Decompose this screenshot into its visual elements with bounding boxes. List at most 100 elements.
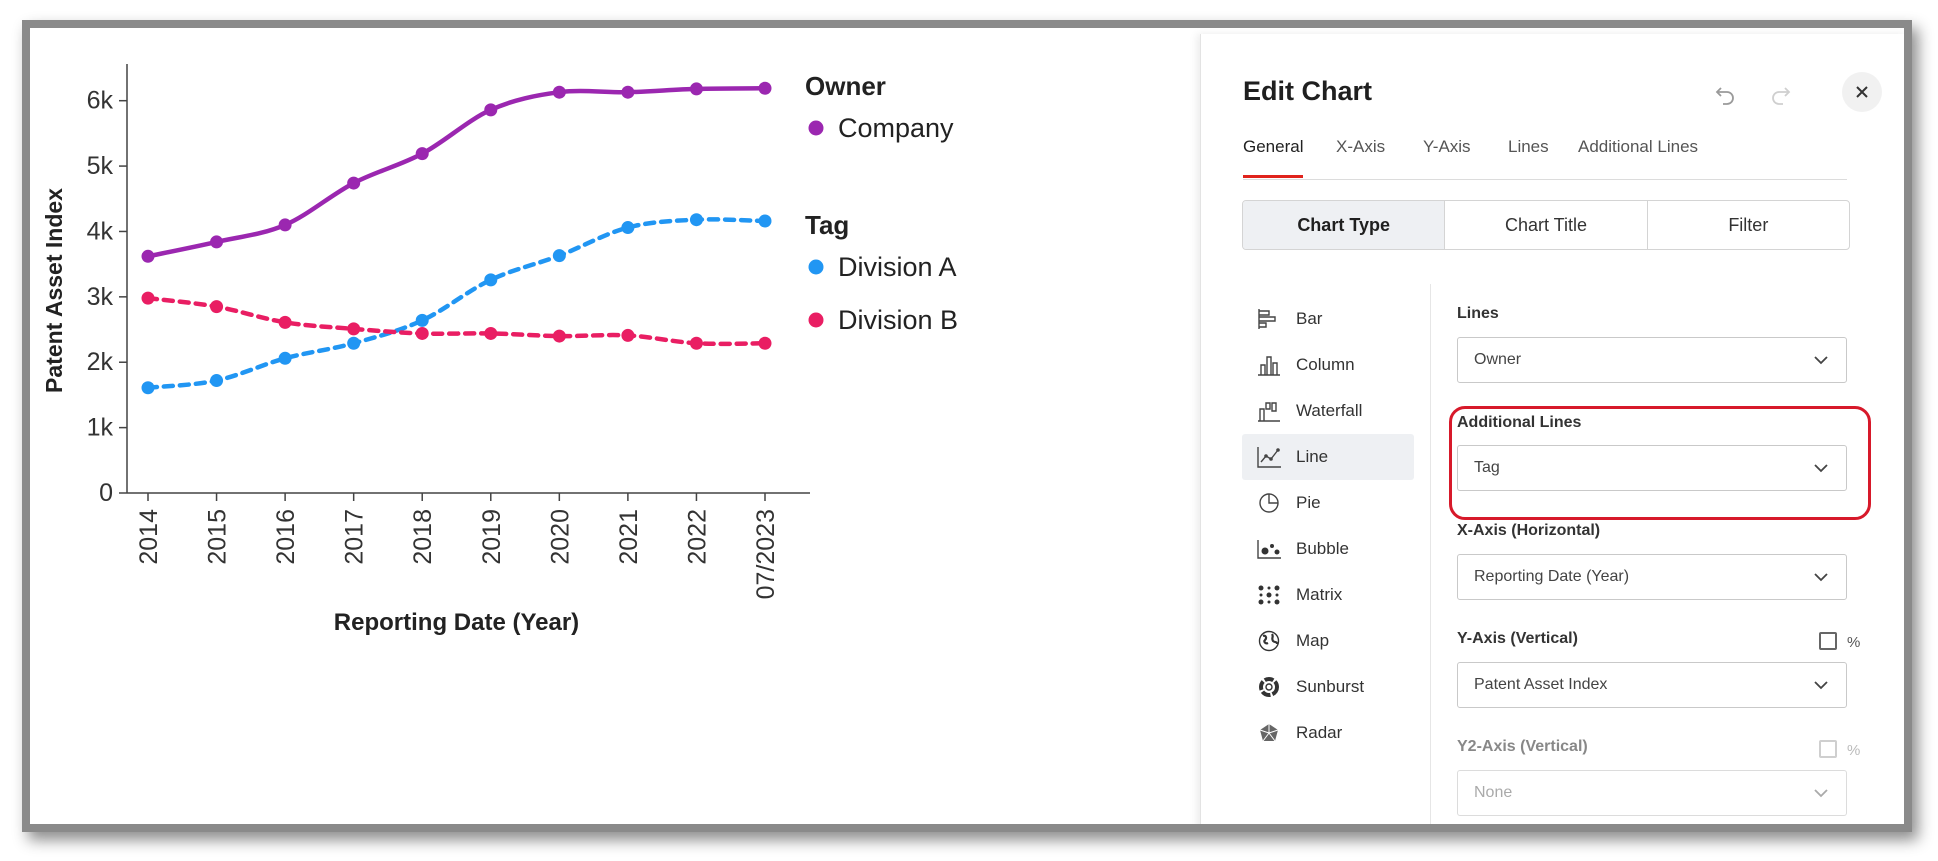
chart-type-waterfall[interactable]: Waterfall xyxy=(1242,388,1414,434)
redo-icon[interactable] xyxy=(1762,76,1800,114)
chart-type-label: Radar xyxy=(1296,723,1343,742)
bar-chart-icon xyxy=(1254,306,1284,332)
tab-lines[interactable]: Lines xyxy=(1508,137,1549,156)
x-tick-label: 2016 xyxy=(272,509,300,565)
series-company xyxy=(141,81,772,263)
globe-icon xyxy=(1254,628,1284,654)
data-point xyxy=(552,329,566,343)
y2-axis-label: Y2-Axis (Vertical) xyxy=(1457,738,1588,755)
additional-lines-select-value: Tag xyxy=(1474,459,1500,476)
chart-type-radar[interactable]: Radar xyxy=(1242,710,1414,756)
x-tick-label: 2021 xyxy=(615,509,643,565)
chart-type-label: Bubble xyxy=(1296,539,1349,558)
y2-axis-select[interactable]: None xyxy=(1457,770,1847,816)
additional-lines-select[interactable]: Tag xyxy=(1457,445,1847,491)
data-point xyxy=(141,381,155,395)
tab-general[interactable]: General xyxy=(1243,137,1304,156)
chart-type-pie[interactable]: Pie xyxy=(1242,480,1414,526)
chart-type-segment[interactable]: Chart Type xyxy=(1243,201,1446,249)
series-division-b xyxy=(141,291,772,350)
chart-type-label: Bar xyxy=(1296,309,1323,328)
x-axis-select-value: Reporting Date (Year) xyxy=(1474,568,1630,585)
bubble-chart-icon xyxy=(1254,536,1284,562)
y-axis-title: Patent Asset Index xyxy=(41,188,67,393)
data-point xyxy=(278,315,292,329)
line-chart: 0 1k 2k 3k 4k 5k 6k 2014 2015 2016 2017 2018 2019 202… xyxy=(41,64,958,636)
matrix-chart-icon xyxy=(1254,582,1284,608)
data-point xyxy=(484,273,498,287)
chart-type-sunburst[interactable]: Sunburst xyxy=(1242,664,1414,710)
y-tick-label: 2k xyxy=(87,348,114,376)
y-axis-percent-label: % xyxy=(1847,634,1861,651)
series-line xyxy=(145,295,768,347)
data-point xyxy=(621,85,635,99)
chart-type-label: Map xyxy=(1296,631,1330,650)
y2-axis-select-value: None xyxy=(1474,784,1513,801)
data-point xyxy=(484,326,498,340)
data-point xyxy=(689,82,703,96)
chart-type-column[interactable]: Column xyxy=(1242,342,1414,388)
x-tick-label: 07/2023 xyxy=(752,509,780,599)
chevron-down-icon xyxy=(1814,573,1828,582)
tab-additional-lines[interactable]: Additional Lines xyxy=(1578,137,1699,156)
additional-lines-label: Additional Lines xyxy=(1457,414,1582,431)
line-chart-icon xyxy=(1254,444,1284,470)
edit-chart-panel: Edit Chart General X-Axis Y-Axis Lines A… xyxy=(1200,34,1904,824)
settings-segmented-control: Chart Type Chart Title Filter xyxy=(1242,200,1850,250)
legend-marker xyxy=(808,120,824,136)
y-tick-label: 5k xyxy=(87,152,114,180)
x-tick-label: 2015 xyxy=(204,509,232,565)
lines-select[interactable]: Owner xyxy=(1457,337,1847,383)
x-axis-label: X-Axis (Horizontal) xyxy=(1457,522,1601,539)
series-line xyxy=(145,217,768,390)
y2-axis-percent-checkbox[interactable] xyxy=(1819,740,1837,758)
data-point xyxy=(689,336,703,350)
x-tick-label: 2014 xyxy=(135,509,163,565)
chevron-down-icon xyxy=(1814,681,1828,690)
chart-type-map[interactable]: Map xyxy=(1242,618,1414,664)
y-tick-label: 6k xyxy=(87,87,114,115)
data-point xyxy=(552,249,566,263)
x-axis-select[interactable]: Reporting Date (Year) xyxy=(1457,554,1847,600)
chevron-down-icon xyxy=(1814,464,1828,473)
tab-y-axis[interactable]: Y-Axis xyxy=(1423,137,1471,156)
y-axis-select[interactable]: Patent Asset Index xyxy=(1457,662,1847,708)
column-chart-icon xyxy=(1254,352,1284,378)
y-axis-select-value: Patent Asset Index xyxy=(1474,676,1608,693)
legend-item-label: Company xyxy=(838,113,954,143)
pie-chart-icon xyxy=(1254,490,1284,516)
x-tick-label: 2018 xyxy=(409,509,437,565)
legend-heading-owner: Owner xyxy=(805,71,886,101)
lines-label: Lines xyxy=(1457,305,1499,322)
panel-title: Edit Chart xyxy=(1243,76,1373,106)
y-tick-label: 3k xyxy=(87,283,114,311)
tab-x-axis[interactable]: X-Axis xyxy=(1336,137,1386,156)
data-point xyxy=(141,291,155,305)
x-tick-label: 2019 xyxy=(478,509,506,565)
data-point xyxy=(210,374,224,388)
chart-type-line[interactable]: Line xyxy=(1242,434,1414,480)
data-point xyxy=(278,218,292,232)
legend-item-label: Division A xyxy=(838,252,957,282)
y-tick-label: 0 xyxy=(99,479,113,507)
close-button[interactable] xyxy=(1842,72,1882,112)
chart-type-label: Line xyxy=(1296,447,1329,466)
undo-icon[interactable] xyxy=(1706,76,1744,114)
data-point xyxy=(347,176,361,190)
panel-divider xyxy=(1430,284,1431,824)
data-point xyxy=(689,213,703,227)
legend-marker xyxy=(808,312,824,328)
y-axis-percent-checkbox[interactable] xyxy=(1819,632,1837,650)
data-point xyxy=(621,221,635,235)
waterfall-chart-icon xyxy=(1254,398,1284,424)
chart-type-matrix[interactable]: Matrix xyxy=(1242,572,1414,618)
active-tab-indicator xyxy=(1243,175,1303,178)
data-point xyxy=(758,336,772,350)
series-division-a xyxy=(141,213,772,395)
panel-tabs: General X-Axis Y-Axis Lines Additional L… xyxy=(1243,137,1847,180)
filter-segment[interactable]: Filter xyxy=(1728,214,1769,235)
chart-title-segment[interactable]: Chart Title xyxy=(1445,201,1648,249)
chart-type-bar[interactable]: Bar xyxy=(1242,296,1414,342)
chart-type-label: Column xyxy=(1296,355,1355,374)
chart-type-bubble[interactable]: Bubble xyxy=(1242,526,1414,572)
